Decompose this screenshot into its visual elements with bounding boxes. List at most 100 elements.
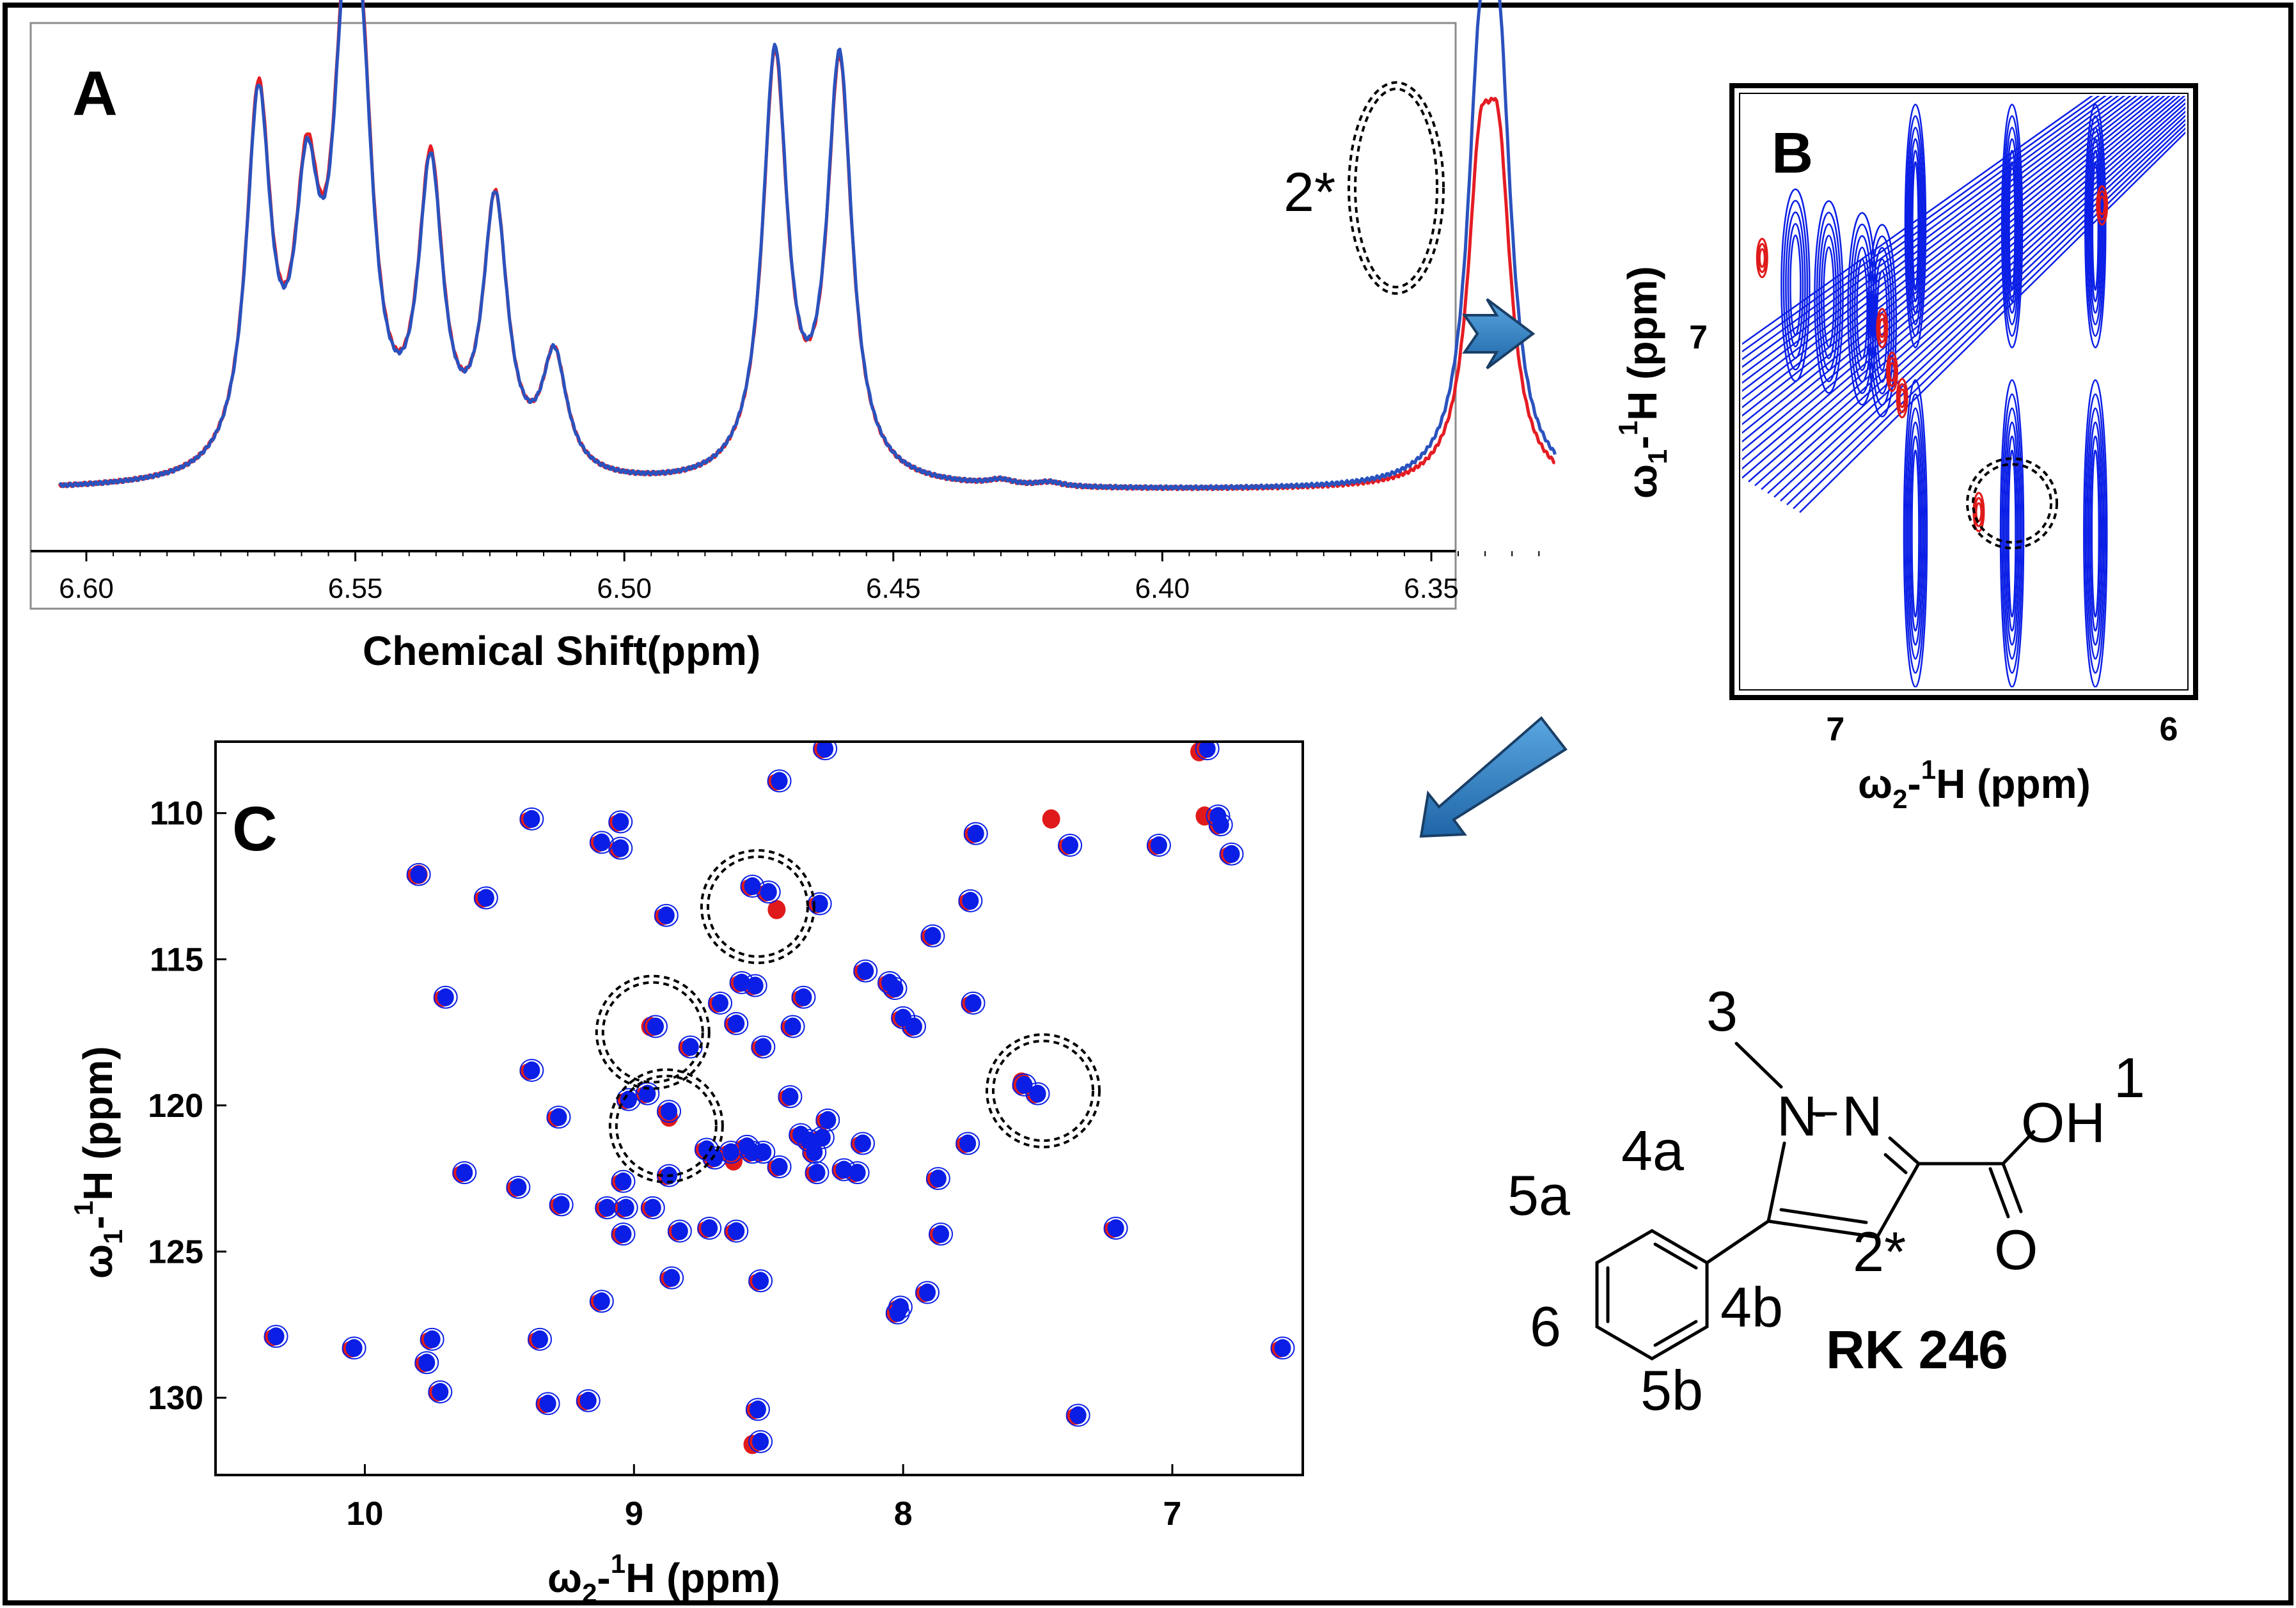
hsqc-peak-blue xyxy=(423,1330,441,1348)
hsqc-peak-blue xyxy=(647,1017,664,1036)
hsqc-peak-blue xyxy=(456,1164,473,1182)
panel-b-stripe-contour xyxy=(2007,150,2018,302)
hsqc-peak-blue-contour xyxy=(1146,834,1171,857)
panel-b-diagonal-contour xyxy=(1773,114,2185,498)
bond-c3-c4 xyxy=(1875,1162,1921,1239)
hsqc-peak-blue xyxy=(919,1283,936,1302)
panel-b-red-contour xyxy=(2096,185,2109,226)
bond-c-o-double-1 xyxy=(2001,1162,2023,1214)
panel-a-xtick-label: 6.35 xyxy=(1404,573,1459,604)
bond-c4-c5-double xyxy=(1779,1208,1868,1224)
arrow-a-to-b xyxy=(1462,298,1536,370)
panel-b-stripe-contour xyxy=(2086,115,2105,337)
panel-b-xtick-label: 6 xyxy=(2159,711,2178,748)
hsqc-peak-blue-contour xyxy=(613,1196,638,1219)
compound-name: RK 246 xyxy=(1826,1320,2008,1380)
atom-n1: N xyxy=(1777,1084,1818,1148)
hsqc-peak-blue xyxy=(682,1038,699,1056)
panel-b-stripe-contour xyxy=(1908,421,1923,646)
hsqc-peak-blue xyxy=(663,1268,680,1287)
panel-b-ridge-contour xyxy=(1867,224,1898,418)
hsqc-peak-blue xyxy=(752,1272,769,1290)
hsqc-peak-blue xyxy=(1212,816,1229,834)
panel-b-stripe-contour xyxy=(2091,449,2100,618)
panel-b-stripe-contour xyxy=(1905,393,1926,674)
panel-b-highlight-circle xyxy=(1966,457,2059,550)
hsqc-highlight-circle xyxy=(608,1068,724,1183)
hsqc-peak-blue xyxy=(579,1391,597,1410)
hsqc-peak-blue-contour xyxy=(707,991,732,1015)
panel-b-diagonal-contour xyxy=(1742,96,2132,393)
hsqc-peak-blue-contour xyxy=(589,831,614,854)
hsqc-peak-blue-contour xyxy=(616,1088,641,1111)
hsqc-peak-blue xyxy=(752,1432,769,1451)
bond-n2-c3 xyxy=(1888,1136,1921,1166)
hsqc-peak-blue-contour xyxy=(920,924,945,948)
panel-b-stripe-contour xyxy=(1910,150,1921,302)
panel-c-ytick-label: 130 xyxy=(148,1380,203,1417)
panel-b-stripe-contour xyxy=(2002,407,2022,660)
hsqc-peak-blue-contour xyxy=(802,1141,827,1164)
panel-b-diagonal-contour xyxy=(1742,96,2160,434)
panel-b-ridge-contour xyxy=(1847,212,1877,406)
panel-b-red-contour xyxy=(1885,352,1898,393)
hsqc-peak-blue-contour xyxy=(506,1175,531,1199)
label-6: 6 xyxy=(1530,1295,1561,1358)
panel-b: B 7 6 7 ω2-1H (ppm) ω1-1H (ppm) xyxy=(1613,83,2198,814)
hsqc-peak-blue xyxy=(817,743,834,758)
benzene-double-3 xyxy=(1653,1320,1698,1347)
hsqc-peak-blue xyxy=(962,891,979,910)
panel-b-stripe-contour xyxy=(1905,115,1925,337)
atom-oh: OH xyxy=(2021,1091,2105,1154)
panel-c-xlabel: ω2-1H (ppm) xyxy=(547,1549,780,1608)
outer-frame xyxy=(3,3,2293,1605)
hsqc-peak-blue-contour xyxy=(611,1222,636,1246)
panel-b-ridge-contour xyxy=(1874,258,1891,383)
panel-c-plot xyxy=(263,743,1295,1455)
hsqc-peak-blue-contour xyxy=(888,1295,913,1319)
hsqc-peak-blue xyxy=(932,1225,950,1244)
panel-b-red-contour xyxy=(1878,318,1886,338)
hsqc-peak-blue xyxy=(432,1382,449,1401)
panel-b-stripe-contour xyxy=(2004,421,2020,646)
panel-c-xtick-label: 7 xyxy=(1163,1495,1182,1533)
panel-b-stripe-contour xyxy=(2090,150,2101,302)
panel-b-stripe-contour xyxy=(1912,161,1919,291)
hsqc-peak-blue-contour xyxy=(589,1290,614,1313)
hsqc-peak-blue-contour xyxy=(751,1141,776,1164)
hsqc-peak-blue xyxy=(657,906,675,925)
panel-b-diagonal-contour xyxy=(1748,98,2185,483)
panel-b-stripe-contour xyxy=(2088,138,2102,314)
panel-c-ytick-label: 115 xyxy=(150,941,203,978)
panel-b-diagonal-contour xyxy=(1742,96,2181,470)
panel-b-diagonal-contour xyxy=(1742,96,2171,452)
hsqc-peak-blue-contour xyxy=(667,1219,692,1243)
hsqc-peak-blue-contour xyxy=(805,1161,830,1185)
hsqc-peak-blue-contour xyxy=(724,1011,749,1035)
panel-b-stripe-contour xyxy=(2005,138,2019,314)
hsqc-peak-blue-contour xyxy=(767,1155,792,1178)
hsqc-peak-blue xyxy=(886,980,904,998)
hsqc-highlight-circle xyxy=(595,974,711,1090)
panel-b-stripe-contour xyxy=(2088,421,2103,646)
panel-b-highlight-circle-inner xyxy=(1972,463,2053,544)
hsqc-peak-blue-contour xyxy=(1025,1082,1050,1105)
hsqc-peak-blue-contour xyxy=(608,810,633,834)
peak-2star-label: 2* xyxy=(1284,162,1335,223)
panel-b-stripe-contour xyxy=(2091,161,2100,291)
panel-c-ylabel: ω1-1H (ppm) xyxy=(68,1046,128,1279)
hsqc-peak-blue-contour xyxy=(1103,1216,1128,1240)
panel-b-diagonal-contour xyxy=(1742,96,2126,384)
label-methyl-3: 3 xyxy=(1706,980,1738,1043)
panel-b-frame-inner xyxy=(1739,93,2189,691)
hsqc-peak-blue xyxy=(671,1222,688,1240)
bond-phenyl-pyrazole xyxy=(1705,1219,1770,1265)
panel-c-frame xyxy=(214,740,1304,1476)
panel-c-ytick-label: 125 xyxy=(148,1234,203,1271)
hsqc-peak-blue xyxy=(924,926,941,945)
panel-b-stripe-contour xyxy=(1903,379,1928,687)
hsqc-peak-blue-contour xyxy=(1219,842,1244,866)
panel-b-stripe-contour xyxy=(2087,127,2103,325)
panel-a-label: A xyxy=(72,58,118,129)
